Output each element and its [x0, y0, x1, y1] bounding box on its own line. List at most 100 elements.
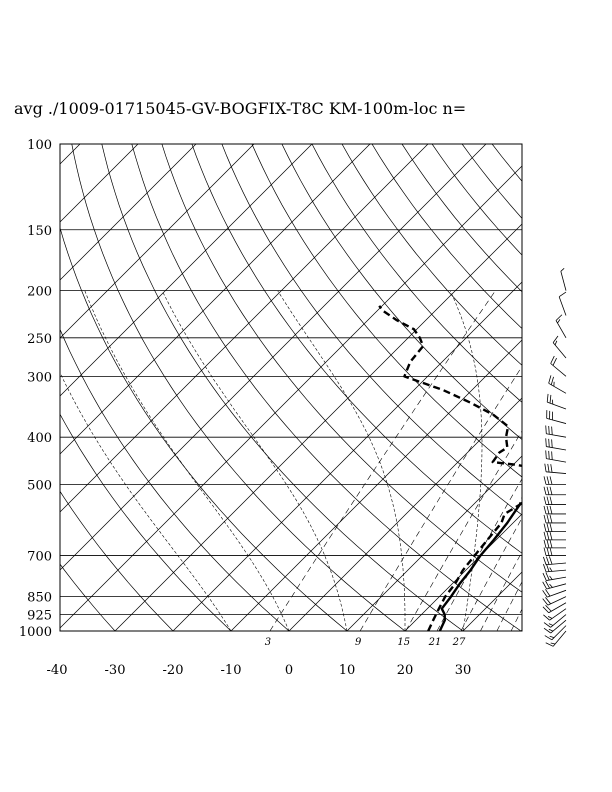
wind-barb-feather — [549, 394, 552, 404]
wind-barb-staff — [552, 342, 567, 359]
wind-barb-feather — [548, 425, 550, 435]
wind-barb-feather — [545, 572, 550, 581]
isotherm — [60, 144, 139, 223]
wind-barb-feather — [549, 496, 553, 505]
wind-barb-feather — [546, 476, 550, 485]
mixing-ratio-line — [480, 551, 522, 631]
mixing-ratio-label: 27 — [452, 637, 466, 648]
mixing-ratio-line — [405, 430, 522, 631]
wind-barb — [544, 463, 567, 474]
temperature-tick-label: 0 — [285, 663, 293, 678]
wind-barb-staff — [548, 382, 567, 394]
mixing-ratio-label: 21 — [428, 637, 442, 648]
pressure-tick-label: 200 — [27, 285, 52, 300]
wind-barb-staff — [558, 296, 567, 316]
wind-barb-feather — [545, 642, 554, 647]
wind-barb-feather — [548, 628, 554, 632]
wind-barb-staff — [546, 433, 567, 438]
wind-barb-feather — [545, 597, 551, 605]
wind-barb-feather — [551, 426, 553, 435]
wind-barb-feather — [551, 451, 553, 460]
mixing-ratio-line — [359, 365, 522, 631]
wind-barb-feather — [543, 563, 547, 573]
wind-barb-feather — [550, 376, 554, 385]
wind-barb-staff — [551, 625, 567, 641]
wind-barb-feather — [546, 539, 550, 548]
wind-barb-staff — [548, 602, 567, 614]
wind-barb-feather — [546, 547, 550, 556]
wind-barb-feather — [545, 556, 550, 565]
dry-adiabat — [60, 413, 232, 631]
wind-barb-feather — [546, 514, 550, 524]
temperature-tick-label: 20 — [397, 663, 414, 678]
pressure-tick-label: 250 — [27, 332, 52, 347]
mixing-ratio-line — [269, 290, 496, 631]
dry-adiabat — [431, 144, 522, 256]
wind-barb-feather — [546, 486, 550, 495]
wind-barb-staff — [555, 320, 567, 338]
wind-barb-staff — [552, 630, 567, 647]
wind-barb-feather — [545, 438, 547, 447]
wind-barb-feather — [558, 291, 567, 298]
pressure-tick-label: 850 — [27, 591, 52, 606]
isotherm — [60, 165, 522, 629]
mixing-ratio-line — [524, 291, 612, 631]
wind-barb-feather — [549, 531, 553, 540]
wind-barb-feather — [557, 319, 561, 324]
wind-barb-staff — [546, 562, 567, 566]
wind-barb-feather — [543, 514, 547, 524]
wind-barb-feather — [543, 476, 547, 485]
isotherm — [462, 571, 522, 631]
wind-barb-staff — [547, 401, 567, 410]
wind-barb — [543, 539, 566, 549]
dry-adiabat — [251, 144, 522, 478]
isotherm — [60, 144, 429, 513]
temperature-tick-label: 10 — [339, 663, 356, 678]
wind-barb-feather — [549, 583, 553, 588]
wind-barb-feather — [544, 635, 553, 641]
wind-barb-feather — [549, 505, 553, 515]
wind-barb-feather — [545, 580, 550, 589]
wind-barb-feather — [549, 539, 553, 548]
wind-barb-feather — [545, 589, 551, 597]
wind-barb-feather — [551, 399, 554, 405]
wind-barb — [543, 619, 567, 634]
wind-barb-staff — [550, 619, 567, 634]
dry-adiabat — [101, 144, 464, 631]
wind-barb — [545, 630, 567, 647]
moist-adiabat — [60, 371, 232, 631]
mixing-ratio-label: 15 — [397, 637, 410, 648]
wind-barb-staff — [546, 417, 567, 424]
wind-barb — [543, 496, 566, 505]
wind-barb-feather — [550, 464, 553, 473]
wind-barb-feather — [547, 615, 553, 619]
wind-barb-feather — [543, 539, 547, 548]
wind-barb-feather — [543, 531, 547, 540]
wind-barb-feather — [547, 463, 550, 473]
dry-adiabat — [582, 144, 612, 631]
wind-barb-feather — [545, 425, 547, 434]
wind-barb-feather — [542, 581, 548, 590]
wind-barb-feather — [549, 547, 553, 556]
wind-barb-feather — [543, 556, 547, 565]
wind-barb-feather — [545, 605, 552, 612]
wind-barb-feather — [555, 314, 563, 321]
wind-barb — [555, 314, 567, 338]
wind-barb-feather — [545, 563, 550, 572]
wind-barb-staff — [546, 458, 567, 463]
dry-adiabat — [60, 563, 116, 631]
pressure-tick-label: 400 — [27, 431, 52, 446]
isotherm — [60, 144, 487, 571]
wind-barb-feather — [546, 393, 549, 403]
dewpoint-profile — [378, 305, 522, 631]
wind-barb — [545, 450, 567, 463]
wind-barb-feather — [542, 598, 549, 606]
wind-barb — [543, 514, 566, 524]
wind-barb-feather — [550, 355, 555, 364]
wind-barb-staff — [546, 446, 567, 451]
moist-adiabat — [277, 290, 406, 631]
wind-barb-feather — [543, 523, 547, 532]
dry-adiabat — [281, 144, 522, 440]
wind-barb-feather — [543, 622, 551, 628]
wind-barb-feather — [546, 531, 550, 540]
